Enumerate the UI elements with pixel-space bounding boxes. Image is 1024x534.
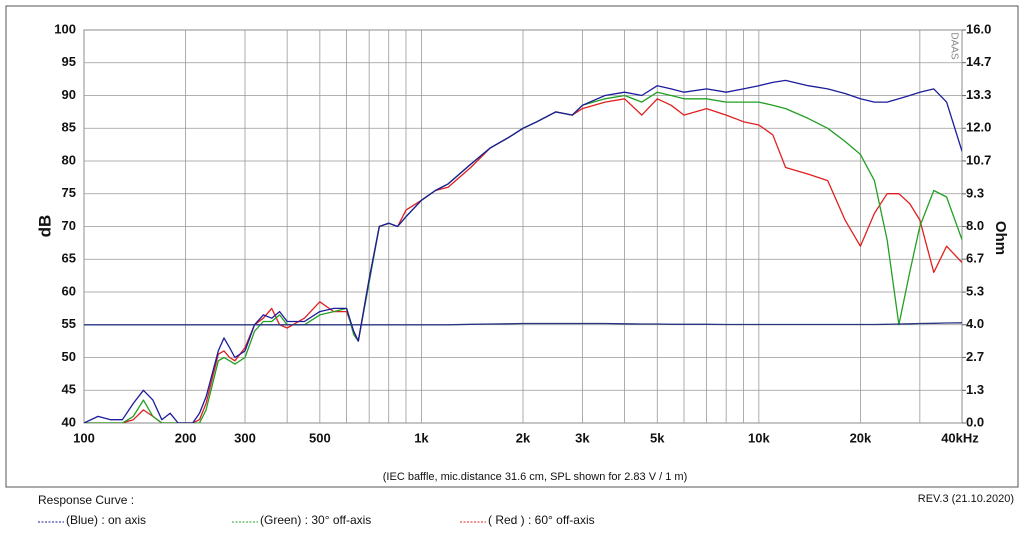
y2-tick-label: 14.7: [966, 54, 991, 69]
x-tick-label: 100: [73, 430, 95, 445]
y-tick-label: 75: [62, 185, 76, 200]
x-tick-label: 1k: [414, 430, 429, 445]
legend-title: Response Curve :: [38, 493, 134, 507]
x-tick-label: 40kHz: [941, 430, 979, 445]
y-tick-label: 85: [62, 120, 76, 135]
y2-tick-label: 1.3: [966, 382, 984, 397]
x-tick-label: 10k: [748, 430, 770, 445]
x-tick-label: 500: [309, 430, 331, 445]
legend-label: ( Red ) : 60° off-axis: [488, 513, 595, 527]
y2-tick-label: 12.0: [966, 120, 991, 135]
y2-tick-label: 10.7: [966, 152, 991, 167]
y-tick-label: 45: [62, 382, 76, 397]
y2-tick-label: 8.0: [966, 218, 984, 233]
y2-axis-label: Ohm: [992, 221, 1009, 255]
x-tick-label: 200: [175, 430, 197, 445]
legend-label: (Green) : 30° off-axis: [260, 513, 371, 527]
y2-tick-label: 6.7: [966, 251, 984, 266]
plot-lines: [84, 79, 962, 423]
x-tick-label: 2k: [516, 430, 531, 445]
x-tick-label: 20k: [850, 430, 872, 445]
y-tick-label: 95: [62, 54, 76, 69]
y-tick-label: 55: [62, 316, 76, 331]
y-tick-label: 90: [62, 87, 76, 102]
frame: [5, 5, 1019, 488]
y2-tick-label: 13.3: [966, 87, 991, 102]
y-tick-label: 65: [62, 251, 76, 266]
response-line: [84, 79, 962, 423]
response-line: [84, 322, 962, 326]
x-tick-label: 5k: [650, 430, 665, 445]
y2-tick-label: 4.0: [966, 316, 984, 331]
y2-tick-label: 5.3: [966, 284, 984, 299]
y-axis-label: dB: [35, 215, 54, 238]
legend-label: (Blue) : on axis: [66, 513, 146, 527]
y2-tick-label: 9.3: [966, 185, 984, 200]
y-tick-label: 80: [62, 152, 76, 167]
y-tick-label: 70: [62, 218, 76, 233]
y-tick-label: 100: [54, 21, 76, 36]
y-tick-label: 60: [62, 283, 76, 298]
y2-tick-label: 2.7: [966, 349, 984, 364]
x-tick-label: 3k: [575, 430, 590, 445]
x-tick-label: 300: [234, 430, 256, 445]
watermark: DAAS: [948, 32, 959, 60]
revision: REV.3 (21.10.2020): [918, 493, 1014, 505]
measurement-note: (IEC baffle, mic.distance 31.6 cm, SPL s…: [383, 471, 687, 483]
y-tick-label: 50: [62, 349, 76, 364]
y-tick-label: 40: [62, 414, 76, 429]
response-line: [84, 98, 962, 423]
y2-tick-label: 16.0: [966, 21, 991, 36]
y2-tick-label: 0.0: [966, 414, 984, 429]
